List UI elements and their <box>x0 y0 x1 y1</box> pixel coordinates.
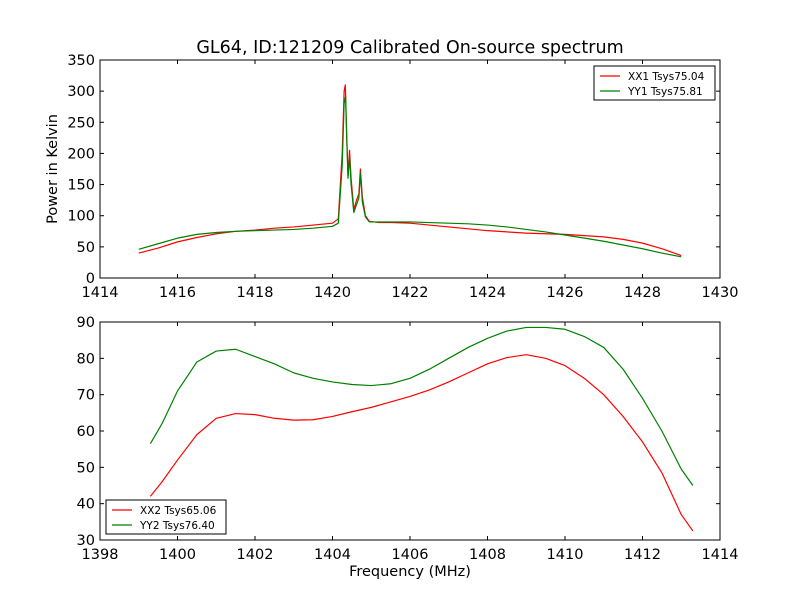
y-tick-label: 150 <box>67 178 95 194</box>
legend-label: YY1 Tsys75.81 <box>627 86 703 98</box>
x-tick-label: 1414 <box>702 547 739 563</box>
y-axis-label: Power in Kelvin <box>45 114 61 224</box>
x-tick-label: 1426 <box>547 285 584 301</box>
y-tick-label: 50 <box>77 240 95 256</box>
y-tick-label: 300 <box>67 84 95 100</box>
y-tick-label: 100 <box>67 209 95 225</box>
x-tick-label: 1420 <box>314 285 351 301</box>
x-tick-label: 1412 <box>624 547 661 563</box>
figure-title: GL64, ID:121209 Calibrated On-source spe… <box>196 38 623 58</box>
x-tick-label: 1398 <box>82 547 119 563</box>
series-line-2-1 <box>149 354 694 532</box>
y-tick-label: 40 <box>77 497 95 513</box>
y-tick-label: 90 <box>77 315 95 331</box>
series-line-2-2 <box>149 326 694 486</box>
y-tick-label: 50 <box>77 460 95 476</box>
series-line-1-2 <box>138 95 682 258</box>
y-tick-label: 0 <box>86 271 95 287</box>
x-tick-label: 1424 <box>469 285 506 301</box>
x-axis-label: Frequency (MHz) <box>349 564 471 580</box>
x-tick-label: 1408 <box>469 547 506 563</box>
x-tick-label: 1410 <box>547 547 584 563</box>
legend-label: XX2 Tsys65.06 <box>140 505 217 517</box>
x-tick-label: 1428 <box>624 285 661 301</box>
legend: XX1 Tsys75.04 YY1 Tsys75.81 <box>593 65 716 101</box>
legend-label: XX1 Tsys75.04 <box>628 71 705 83</box>
legend: XX2 Tsys65.06 YY2 Tsys76.40 <box>105 499 227 535</box>
y-tick-label: 350 <box>67 53 95 69</box>
series-line-1-1 <box>138 84 682 257</box>
x-tick-label: 1418 <box>237 285 274 301</box>
x-tick-label: 1402 <box>237 547 274 563</box>
x-tick-label: 1422 <box>392 285 429 301</box>
y-tick-label: 30 <box>77 533 95 549</box>
top-panel: 1414 1416 1418 1420 1422 1424 1426 1428 1430 0 50 1… <box>67 53 738 301</box>
x-tick-label: 1404 <box>314 547 351 563</box>
x-tick-label: 1400 <box>159 547 196 563</box>
x-tick-label: 1406 <box>392 547 429 563</box>
x-tick-label: 1414 <box>82 285 119 301</box>
y-tick-label: 250 <box>67 115 95 131</box>
legend-box <box>593 65 716 101</box>
y-tick-label: 70 <box>77 388 95 404</box>
y-tick-label: 80 <box>77 351 95 367</box>
legend-label: YY2 Tsys76.40 <box>139 520 215 532</box>
x-tick-label: 1430 <box>702 285 739 301</box>
x-tick-label: 1416 <box>159 285 196 301</box>
y-tick-label: 200 <box>67 146 95 162</box>
bottom-panel: 1398 1400 1402 1404 1406 1408 1410 1412 1414 30 40… <box>77 315 739 563</box>
legend-box <box>105 499 227 535</box>
y-tick-label: 60 <box>77 424 95 440</box>
